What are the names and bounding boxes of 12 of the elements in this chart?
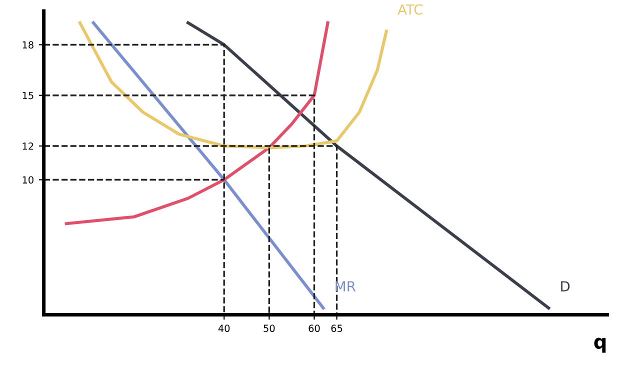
x-axis-title: q <box>594 338 606 353</box>
x-tick-label: 60 <box>308 324 320 332</box>
series-label: MR <box>336 281 356 292</box>
series-label: ATC <box>398 4 423 15</box>
y-tick-label: 10 <box>22 176 34 184</box>
x-tick-label: 40 <box>218 324 230 332</box>
y-tick-label: 15 <box>22 92 34 100</box>
x-tick-label: 50 <box>264 324 275 332</box>
y-tick-label: 18 <box>22 41 34 49</box>
y-tick-label: 12 <box>22 142 34 150</box>
series-label: D <box>561 281 570 292</box>
x-tick-label: 65 <box>331 324 342 332</box>
